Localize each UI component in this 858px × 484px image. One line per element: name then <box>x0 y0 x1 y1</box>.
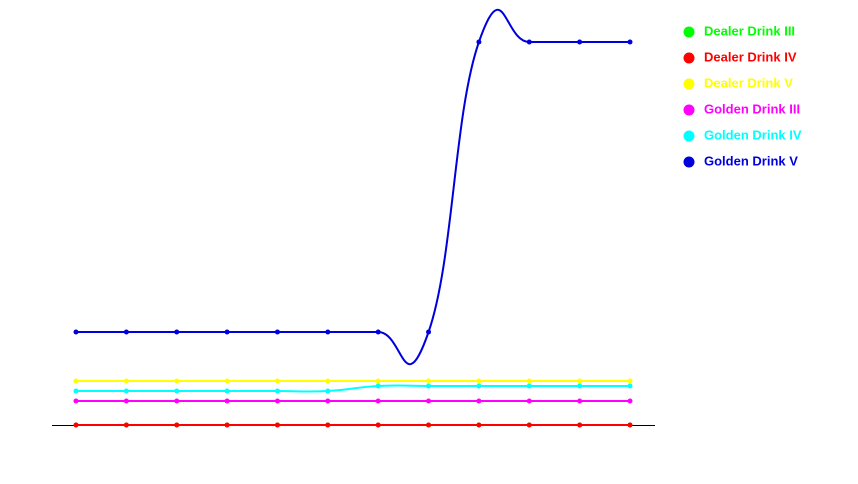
legend-label: Dealer Drink V <box>704 75 793 90</box>
data-point <box>627 398 633 404</box>
legend-label: Dealer Drink IV <box>704 49 797 64</box>
legend-marker <box>683 52 695 64</box>
legend-label: Golden Drink V <box>704 153 798 168</box>
data-point <box>426 329 432 335</box>
data-point <box>375 329 381 335</box>
legend-marker <box>683 104 695 116</box>
data-point <box>426 383 432 389</box>
data-point <box>325 422 331 428</box>
legend-label: Golden Drink IV <box>704 127 802 142</box>
data-point <box>224 388 230 394</box>
data-point <box>174 398 180 404</box>
data-point <box>375 378 381 384</box>
data-point <box>224 329 230 335</box>
data-point <box>123 378 129 384</box>
legend-marker <box>683 78 695 90</box>
data-point <box>73 398 79 404</box>
legend-label: Golden Drink III <box>704 101 800 116</box>
data-point <box>476 422 482 428</box>
data-point <box>375 422 381 428</box>
data-point <box>627 378 633 384</box>
data-point <box>526 398 532 404</box>
data-point <box>73 422 79 428</box>
legend-label: Dealer Drink III <box>704 23 795 38</box>
legend-marker <box>683 130 695 142</box>
data-point <box>274 398 280 404</box>
data-point <box>174 329 180 335</box>
data-point <box>375 383 381 389</box>
data-point <box>73 329 79 335</box>
data-point <box>476 378 482 384</box>
data-point <box>174 388 180 394</box>
data-point <box>526 39 532 45</box>
data-point <box>73 388 79 394</box>
data-point <box>627 383 633 389</box>
data-point <box>224 398 230 404</box>
data-point <box>274 388 280 394</box>
data-point <box>426 398 432 404</box>
data-point <box>73 378 79 384</box>
data-point <box>274 378 280 384</box>
data-point <box>375 398 381 404</box>
data-point <box>123 398 129 404</box>
data-point <box>224 378 230 384</box>
data-point <box>577 383 583 389</box>
data-point <box>476 398 482 404</box>
series-line <box>76 384 630 393</box>
data-point <box>174 378 180 384</box>
legend-marker <box>683 156 695 168</box>
data-point <box>274 422 280 428</box>
series-line <box>76 8 630 366</box>
data-point <box>224 422 230 428</box>
data-point <box>526 383 532 389</box>
data-point <box>526 422 532 428</box>
legend-marker <box>683 26 695 38</box>
data-point <box>577 39 583 45</box>
data-point <box>174 422 180 428</box>
data-point <box>123 388 129 394</box>
data-point <box>325 388 331 394</box>
data-point <box>325 329 331 335</box>
data-point <box>627 39 633 45</box>
data-point <box>577 422 583 428</box>
data-point <box>426 378 432 384</box>
data-point <box>123 422 129 428</box>
data-point <box>526 378 532 384</box>
data-point <box>476 39 482 45</box>
data-point <box>577 378 583 384</box>
data-point <box>577 398 583 404</box>
data-point <box>476 383 482 389</box>
data-point <box>274 329 280 335</box>
data-point <box>123 329 129 335</box>
data-point <box>627 422 633 428</box>
data-point <box>426 422 432 428</box>
data-point <box>325 398 331 404</box>
data-point <box>325 378 331 384</box>
